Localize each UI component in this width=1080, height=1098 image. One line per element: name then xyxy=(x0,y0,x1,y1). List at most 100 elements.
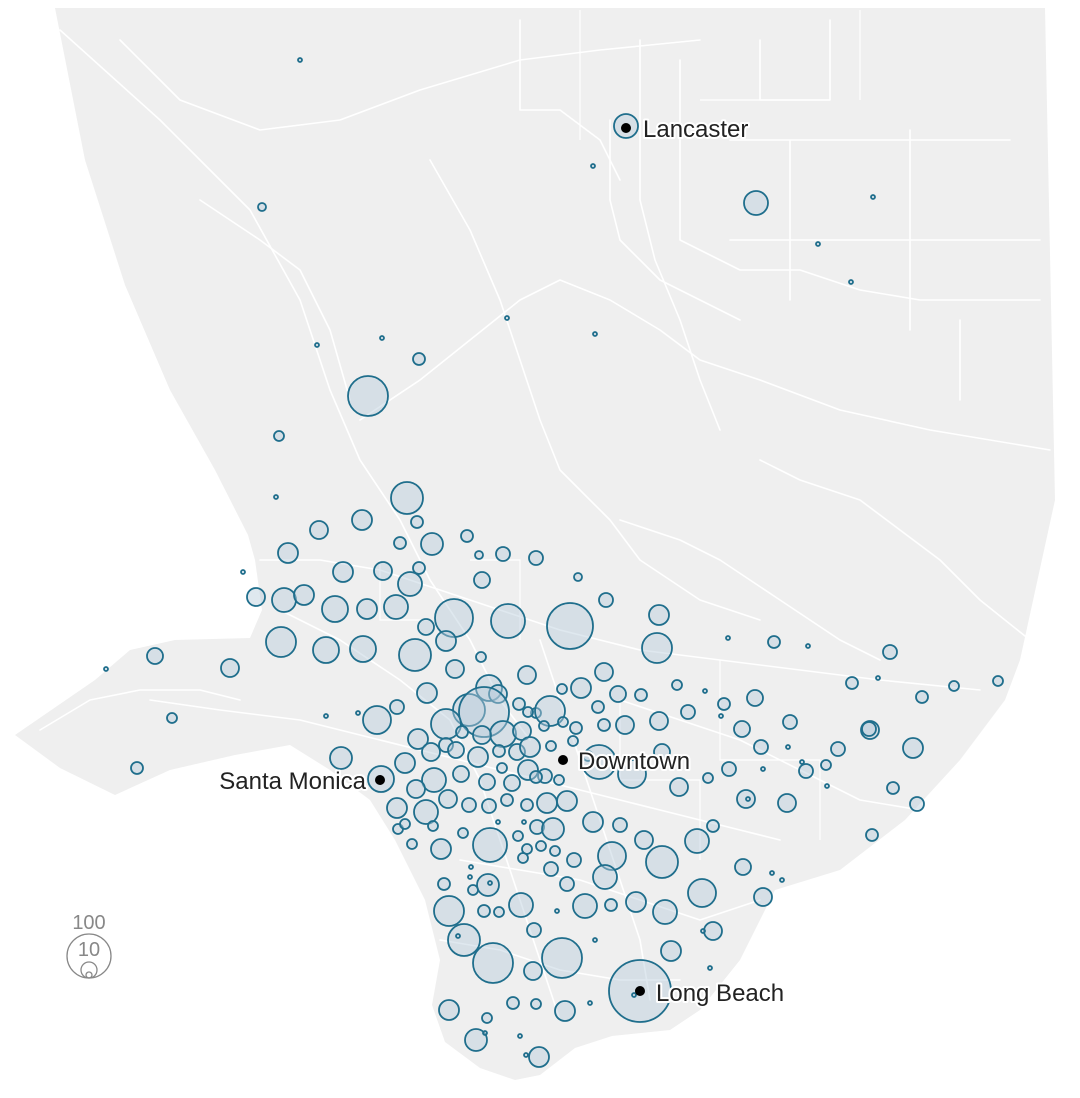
map-bubble xyxy=(438,737,454,753)
map-bubble xyxy=(489,720,517,748)
map-bubble xyxy=(536,792,558,814)
map-bubble xyxy=(617,759,647,789)
map-bubble xyxy=(554,908,560,914)
map-bubble xyxy=(351,509,373,531)
map-bubble xyxy=(615,715,635,735)
map-bubble xyxy=(702,772,714,784)
size-legend: 100 10 xyxy=(66,911,112,979)
map-bubble xyxy=(512,830,524,842)
map-bubble xyxy=(604,898,618,912)
map-bubble xyxy=(777,793,797,813)
map-bubble xyxy=(473,571,491,589)
map-bubble xyxy=(649,711,669,731)
map-bubble xyxy=(506,996,520,1010)
map-bubble xyxy=(504,315,510,321)
map-bubble xyxy=(545,740,557,752)
map-bubble xyxy=(508,743,526,761)
map-bubble xyxy=(427,820,439,832)
map-bubble xyxy=(557,716,569,728)
map-bubble xyxy=(356,598,378,620)
map-bubble xyxy=(472,942,514,984)
map-bubble xyxy=(394,752,416,774)
map-bubble xyxy=(529,819,545,835)
map-bubble xyxy=(314,342,320,348)
map-bubble xyxy=(312,636,340,664)
map-bubble xyxy=(406,838,418,850)
map-bubble xyxy=(992,675,1004,687)
map-bubble xyxy=(420,532,444,556)
map-bubble xyxy=(530,998,542,1010)
map-bubble xyxy=(410,515,424,529)
map-bubble xyxy=(481,798,497,814)
map-bubble xyxy=(435,630,457,652)
map-bubble xyxy=(373,561,393,581)
map-bubble xyxy=(567,735,579,747)
downtown-label: Downtown xyxy=(578,748,690,775)
map-bubble xyxy=(478,773,496,791)
map-bubble xyxy=(220,658,240,678)
map-bubble xyxy=(645,845,679,879)
map-bubble xyxy=(323,713,329,719)
map-bubble xyxy=(572,893,598,919)
map-bubble xyxy=(543,861,559,877)
map-bubble xyxy=(902,737,924,759)
map-bubble xyxy=(684,828,710,854)
downtown-dot xyxy=(558,755,568,765)
legend-value-100: 100 xyxy=(72,912,105,934)
map-bubble xyxy=(592,864,618,890)
map-bubble xyxy=(273,494,279,500)
map-bubble xyxy=(460,529,474,543)
map-bubble xyxy=(390,481,424,515)
map-bubble xyxy=(625,891,647,913)
map-bubble xyxy=(421,742,441,762)
map-bubble xyxy=(541,937,583,979)
map-bubble xyxy=(554,1000,576,1022)
map-bubble xyxy=(592,331,598,337)
map-bubble xyxy=(475,651,487,663)
map-bubble xyxy=(798,763,814,779)
map-bubble xyxy=(909,796,925,812)
map-bubble xyxy=(438,789,458,809)
map-bubble xyxy=(591,700,605,714)
map-bubble xyxy=(430,838,452,860)
map-bubble xyxy=(706,819,720,833)
map-bubble xyxy=(549,845,561,857)
map-bubble xyxy=(493,906,505,918)
map-bubble xyxy=(482,1030,488,1036)
map-bubble xyxy=(464,1028,488,1052)
map-bubble xyxy=(799,759,805,765)
map-bubble xyxy=(265,626,297,658)
map-bubble xyxy=(434,598,474,638)
map-bubble xyxy=(653,743,671,761)
map-bubble xyxy=(490,603,526,639)
map-bubble xyxy=(680,704,696,720)
map-bubble xyxy=(406,779,426,799)
map-bubble xyxy=(566,852,582,868)
map-bubble xyxy=(321,595,349,623)
map-bubble xyxy=(257,202,267,212)
map-bubble xyxy=(886,781,900,795)
map-bubble xyxy=(447,923,481,957)
map-bubble xyxy=(717,697,731,711)
map-bubble xyxy=(553,774,565,786)
map-bubble xyxy=(468,864,474,870)
map-bubble xyxy=(703,921,723,941)
map-bubble xyxy=(523,1052,529,1058)
map-bubble xyxy=(146,647,164,665)
map-bubble xyxy=(474,550,484,560)
map-bubble xyxy=(760,766,766,772)
map-bubble xyxy=(526,922,542,938)
map-bubble xyxy=(412,561,426,575)
map-bubble xyxy=(559,876,575,892)
santa-monica-dot xyxy=(375,775,385,785)
map-bubble xyxy=(597,841,627,871)
map-bubble xyxy=(393,536,407,550)
long-beach-dot xyxy=(635,986,645,996)
map-bubble xyxy=(707,965,713,971)
map-bubble xyxy=(520,798,534,812)
map-bubble xyxy=(457,827,469,839)
map-bubble xyxy=(785,744,791,750)
map-bubble xyxy=(848,279,854,285)
legend-value-10: 10 xyxy=(78,939,100,961)
map-bubble xyxy=(671,679,683,691)
